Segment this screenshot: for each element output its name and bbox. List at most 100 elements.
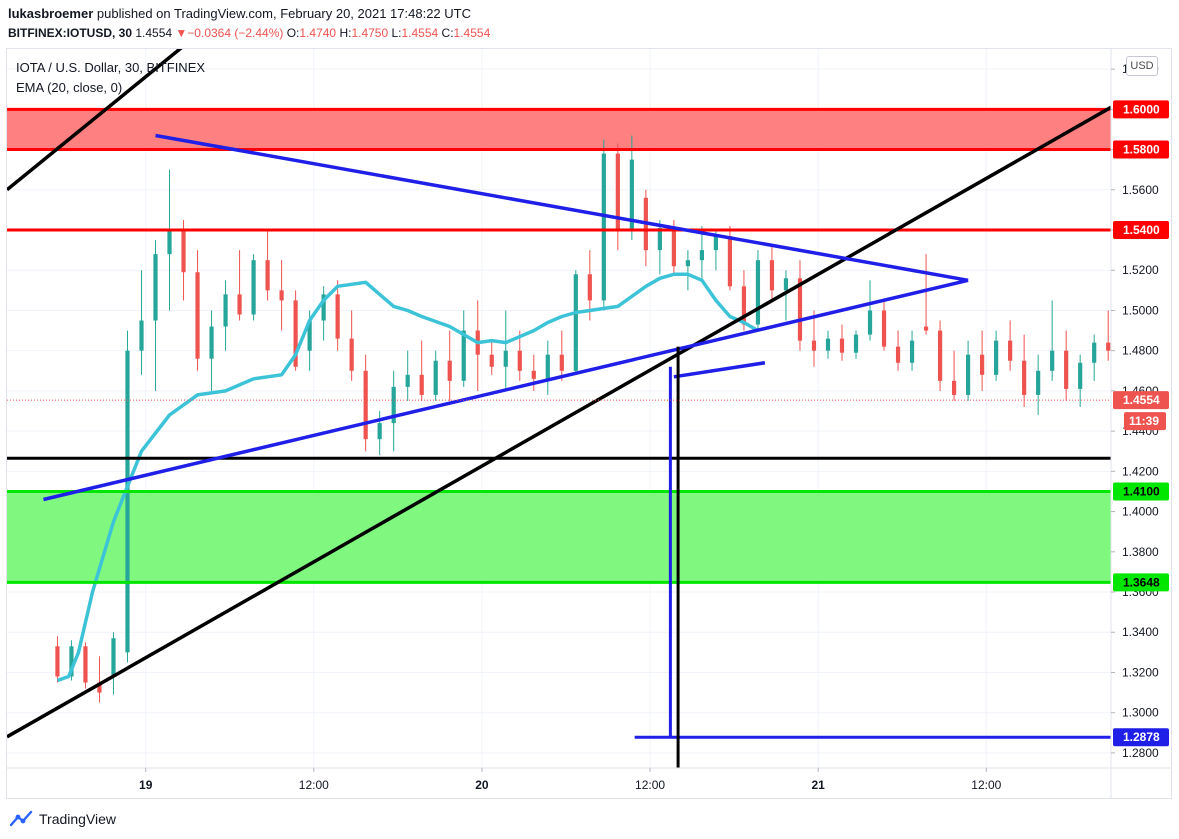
chart-frame — [6, 48, 1172, 799]
close-value: 1.4554 — [453, 26, 491, 40]
candle-body — [321, 294, 326, 321]
candle-body — [895, 346, 901, 363]
ascending-black-lower — [7, 105, 1111, 739]
candle-body — [1106, 342, 1111, 351]
ascending-black-upper — [7, 49, 183, 192]
resistance-zone — [7, 109, 1111, 150]
price-tag-label: 1.3648 — [1123, 575, 1160, 589]
candle-body — [391, 386, 396, 424]
candle-body — [363, 370, 368, 440]
candle-body — [237, 294, 242, 315]
x-tick-label: 21 — [812, 778, 826, 792]
triangle-lower — [43, 278, 969, 502]
candle-body — [55, 646, 60, 677]
candle-body — [601, 153, 606, 301]
y-tick-label: 1.3800 — [1122, 545, 1159, 559]
candle-body — [83, 646, 88, 683]
candle-body — [531, 370, 536, 379]
price-tag-label: 1.4100 — [1123, 484, 1160, 498]
candle-body — [419, 374, 424, 395]
candles — [55, 135, 1166, 703]
triangle-small-upper — [673, 361, 766, 379]
candle-body — [447, 360, 452, 381]
y-tick-label: 1.5000 — [1122, 303, 1159, 317]
indicator-legend[interactable]: EMA (20, close, 0) — [16, 80, 123, 95]
candle-body — [587, 274, 592, 301]
candle-body — [111, 638, 116, 677]
price-tag-resistance — [1113, 140, 1169, 159]
candle-body — [335, 294, 340, 339]
candle-body — [349, 338, 354, 371]
price-tag-resistance — [1113, 221, 1169, 240]
y-tick-label: 1.4800 — [1122, 344, 1159, 358]
candle-body — [629, 159, 634, 231]
candle-body — [994, 340, 999, 375]
ema-line — [56, 272, 759, 683]
candle-body — [545, 354, 550, 379]
ohlc-bar: BITFINEX:IOTUSD, 30 1.4554 ▼−0.0364 (−2.… — [8, 26, 490, 40]
open-label: O: — [286, 26, 300, 40]
candle-body — [1008, 340, 1013, 361]
x-tick-label: 12:00 — [299, 778, 329, 792]
grid — [7, 49, 1111, 768]
candle-body — [713, 236, 719, 251]
candle-body — [657, 227, 662, 251]
tradingview-logo-icon — [10, 810, 33, 827]
candle-body — [615, 153, 620, 231]
candle-body — [167, 230, 172, 255]
y-tick-label: 1.3000 — [1122, 706, 1159, 720]
price-tag-support — [1113, 482, 1169, 501]
x-tick-label: 19 — [139, 778, 153, 792]
candle-body — [265, 260, 270, 291]
candle-body — [727, 236, 733, 287]
candle-body — [671, 227, 676, 267]
y-tick-label: 1.3400 — [1122, 625, 1159, 639]
candle-body — [769, 260, 775, 291]
candle-body — [307, 320, 312, 351]
candle-body — [559, 354, 564, 371]
candle-body — [293, 300, 298, 367]
price-tag-label: 1.2878 — [1123, 730, 1160, 744]
candle-body — [1078, 362, 1083, 389]
close-label: C: — [441, 26, 454, 40]
price-change: −0.0364 (−2.44%) — [187, 26, 284, 40]
price-tag-target — [1113, 728, 1169, 747]
candle-body — [97, 682, 102, 693]
candle-body — [755, 260, 761, 325]
low-value: 1.4554 — [401, 26, 439, 40]
candle-body — [153, 254, 158, 321]
y-tick-label: 1.5600 — [1122, 183, 1159, 197]
candle-body — [853, 334, 859, 353]
candle-body — [965, 354, 971, 395]
candle-body — [1064, 350, 1069, 389]
candle-body — [461, 330, 466, 381]
candle-body — [741, 286, 747, 325]
candle-body — [517, 350, 522, 371]
candle-body — [811, 340, 817, 351]
candle-body — [209, 326, 214, 359]
countdown-label: 11:39 — [1129, 414, 1159, 428]
candle-body — [503, 350, 508, 367]
candle-body — [825, 338, 831, 351]
candle-body — [1162, 282, 1166, 310]
candle-body — [881, 310, 887, 347]
candle-body — [69, 646, 74, 677]
y-tick-label: 1.4000 — [1122, 505, 1159, 519]
chart-legend-title: IOTA / U.S. Dollar, 30, BITFINEX — [16, 60, 206, 75]
candle-body — [797, 278, 803, 341]
last-price: 1.4554 — [135, 26, 173, 40]
candle-body — [433, 360, 438, 395]
y-tick-label: 1.2800 — [1122, 746, 1159, 760]
candle-body — [223, 294, 228, 327]
y-tick-label: 1.4200 — [1122, 464, 1159, 478]
candle-body — [1036, 370, 1041, 395]
currency-button[interactable]: USD — [1126, 56, 1158, 76]
candle-body — [937, 330, 943, 381]
triangle-upper — [155, 133, 969, 283]
tradingview-brand[interactable]: TradingView — [10, 809, 116, 829]
price-tag-label: 1.6000 — [1123, 102, 1160, 116]
high-value: 1.4750 — [351, 26, 389, 40]
publish-info: lukasbroemer published on TradingView.co… — [8, 6, 471, 21]
y-tick-label: 1.3200 — [1122, 665, 1159, 679]
